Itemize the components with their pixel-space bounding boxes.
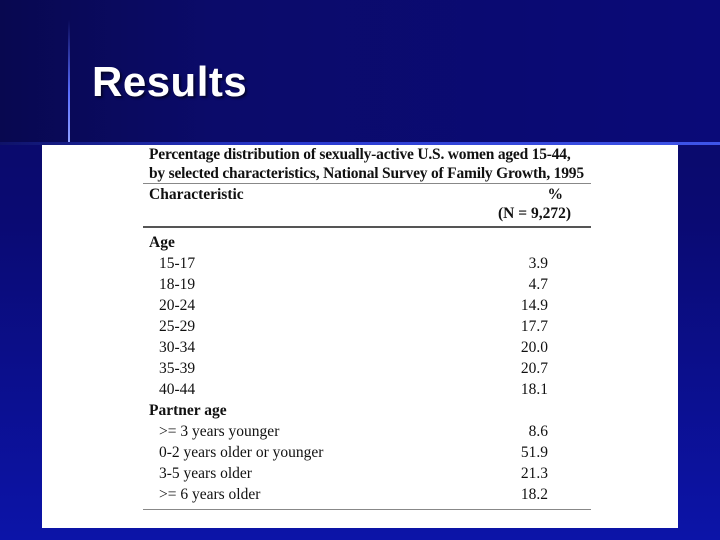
row-value: 18.1 bbox=[520, 381, 548, 398]
caption-line-1: Percentage distribution of sexually-acti… bbox=[149, 146, 571, 163]
decorative-horizontal-line bbox=[0, 142, 720, 145]
column-header-characteristic: Characteristic bbox=[149, 186, 244, 203]
table-row: >= 6 years older 18.2 bbox=[143, 484, 591, 505]
row-value: 51.9 bbox=[520, 444, 548, 461]
row-value: 20.7 bbox=[520, 360, 548, 377]
table-row: 35-39 20.7 bbox=[143, 358, 591, 379]
row-value: 18.2 bbox=[520, 486, 548, 503]
content-panel bbox=[42, 145, 678, 528]
table-row: 3-5 years older 21.3 bbox=[143, 463, 591, 484]
row-value: 21.3 bbox=[520, 465, 548, 482]
table-row: >= 3 years younger 8.6 bbox=[143, 421, 591, 442]
header-rule bbox=[143, 226, 591, 228]
row-label: 0-2 years older or younger bbox=[159, 444, 324, 461]
row-value: 14.9 bbox=[520, 297, 548, 314]
group-partner-age: Partner age >= 3 years younger 8.6 0-2 ye… bbox=[143, 400, 591, 505]
group-label-partner-age: Partner age bbox=[149, 402, 227, 419]
results-table: Percentage distribution of sexually-acti… bbox=[143, 144, 591, 510]
table-caption: Percentage distribution of sexually-acti… bbox=[143, 144, 591, 183]
row-label: 18-19 bbox=[159, 276, 196, 293]
group-age: Age 15-17 3.9 18-19 4.7 20-24 14.9 25-29 17.… bbox=[143, 232, 591, 400]
title-band bbox=[0, 0, 720, 145]
group-label-age: Age bbox=[149, 234, 175, 251]
table-bottom-rule bbox=[143, 509, 591, 510]
row-value: 3.9 bbox=[528, 255, 548, 272]
table-header: Characteristic % (N = 9,272) bbox=[143, 184, 591, 226]
row-label: >= 6 years older bbox=[159, 486, 261, 503]
row-value: 20.0 bbox=[520, 339, 548, 356]
column-header-percent: % bbox=[547, 186, 564, 203]
table-row: 30-34 20.0 bbox=[143, 337, 591, 358]
row-label: 20-24 bbox=[159, 297, 196, 314]
row-value: 8.6 bbox=[528, 423, 548, 440]
row-label: 25-29 bbox=[159, 318, 196, 335]
column-header-sample-size: (N = 9,272) bbox=[498, 205, 571, 222]
table-row: 25-29 17.7 bbox=[143, 316, 591, 337]
slide-title: Results bbox=[92, 58, 248, 105]
table-row: 40-44 18.1 bbox=[143, 379, 591, 400]
decorative-vertical-line bbox=[68, 20, 70, 142]
table-row: 15-17 3.9 bbox=[143, 253, 591, 274]
caption-line-2: by selected characteristics, National Su… bbox=[149, 165, 584, 182]
table-row: 20-24 14.9 bbox=[143, 295, 591, 316]
row-label: 3-5 years older bbox=[159, 465, 252, 482]
row-label: 30-34 bbox=[159, 339, 196, 356]
row-label: 35-39 bbox=[159, 360, 196, 377]
row-label: 40-44 bbox=[159, 381, 196, 398]
caption-rule bbox=[143, 183, 591, 184]
row-value: 4.7 bbox=[528, 276, 548, 293]
table-row: 18-19 4.7 bbox=[143, 274, 591, 295]
row-label: >= 3 years younger bbox=[159, 423, 280, 440]
table-row: 0-2 years older or younger 51.9 bbox=[143, 442, 591, 463]
row-value: 17.7 bbox=[520, 318, 548, 335]
row-label: 15-17 bbox=[159, 255, 196, 272]
